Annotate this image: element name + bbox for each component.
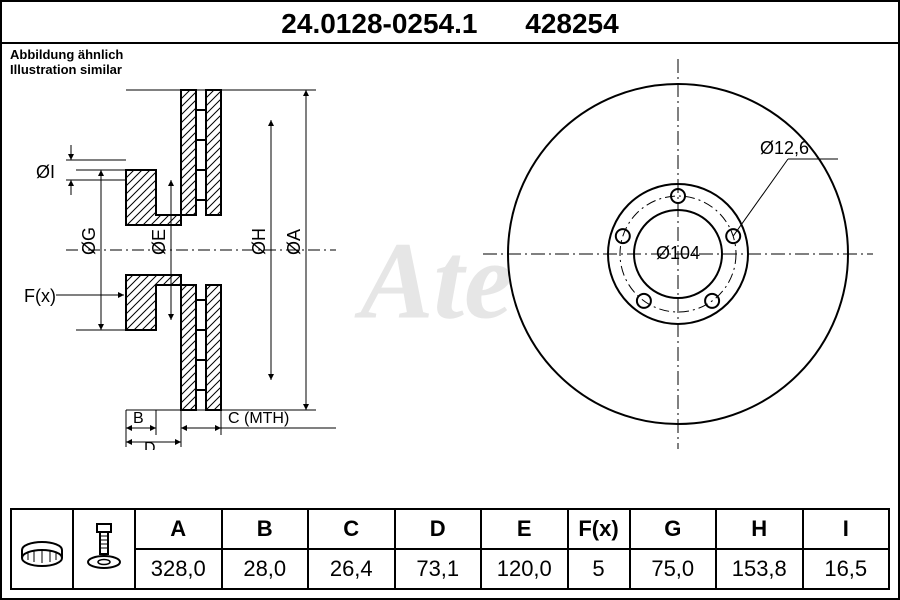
dim-og: ØG	[79, 227, 99, 255]
dim-d: D	[144, 440, 156, 450]
val-fx: 5	[568, 549, 630, 589]
dimension-table: A B C D E F(x) G H I 328,0 28,0 26,4 73,…	[10, 508, 890, 590]
dim-oi: ØI	[36, 162, 55, 182]
val-c: 26,4	[308, 549, 395, 589]
bolt-glyph-icon	[83, 522, 125, 570]
val-e: 120,0	[481, 549, 568, 589]
part-number-short: 428254	[525, 8, 618, 40]
col-g: G	[630, 509, 717, 549]
header: 24.0128-0254.1 428254	[2, 2, 898, 44]
val-h: 153,8	[716, 549, 803, 589]
section-view: ØA ØH ØE ØG ØI F(x) B	[6, 50, 366, 450]
table-value-row: 328,0 28,0 26,4 73,1 120,0 5 75,0 153,8 …	[11, 549, 889, 589]
val-b: 28,0	[222, 549, 309, 589]
dim-oh: ØH	[249, 228, 269, 255]
part-number-full: 24.0128-0254.1	[281, 8, 477, 39]
disc-cutaway-icon	[18, 522, 66, 570]
bolt-icon	[73, 509, 135, 589]
front-view: Ø104 Ø12,6	[468, 54, 888, 454]
page-frame: 24.0128-0254.1 428254 Abbildung ähnlich …	[0, 0, 900, 600]
bolt-label: Ø12,6	[760, 138, 809, 158]
dim-fx: F(x)	[24, 286, 56, 306]
dim-b: B	[133, 410, 144, 427]
disc-section-icon	[11, 509, 73, 589]
col-h: H	[716, 509, 803, 549]
col-d: D	[395, 509, 482, 549]
col-a: A	[135, 509, 222, 549]
val-d: 73,1	[395, 549, 482, 589]
val-g: 75,0	[630, 549, 717, 589]
col-i: I	[803, 509, 890, 549]
val-i: 16,5	[803, 549, 890, 589]
col-fx: F(x)	[568, 509, 630, 549]
drawing-area: Ate®	[2, 50, 898, 470]
col-b: B	[222, 509, 309, 549]
col-e: E	[481, 509, 568, 549]
hub-label: Ø104	[656, 243, 700, 263]
dim-oe: ØE	[149, 229, 169, 255]
val-a: 328,0	[135, 549, 222, 589]
table-header-row: A B C D E F(x) G H I	[11, 509, 889, 549]
col-c: C	[308, 509, 395, 549]
dim-c: C (MTH)	[228, 410, 289, 427]
dim-oa: ØA	[284, 229, 304, 255]
